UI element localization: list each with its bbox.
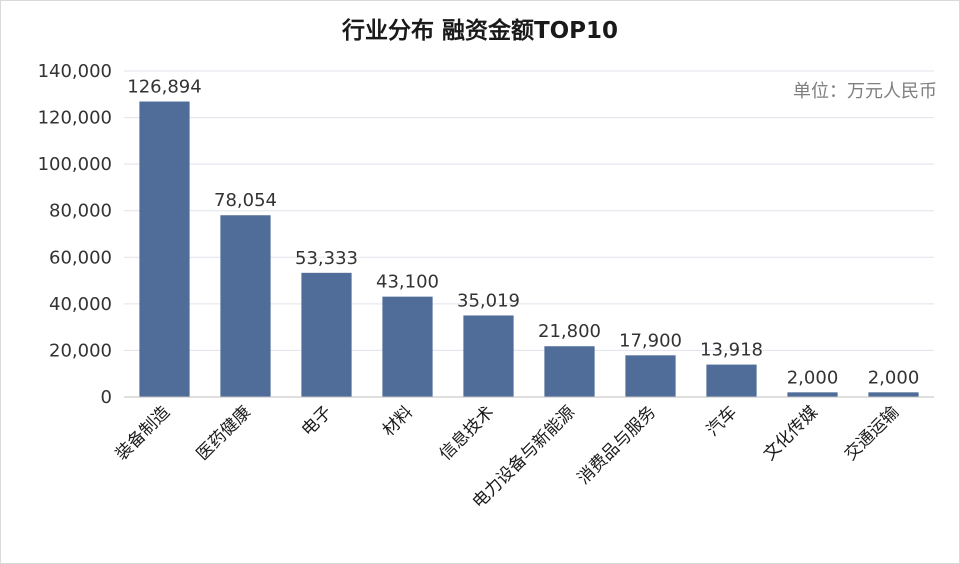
data-label: 78,054 — [214, 190, 277, 211]
bar — [463, 315, 514, 397]
axes: 0 20,000 40,000 60,000 80,000 100,000 120,000 1… — [38, 61, 934, 408]
bars — [139, 101, 919, 398]
bar — [868, 392, 919, 397]
data-label: 53,333 — [295, 248, 358, 269]
data-label: 35,019 — [457, 290, 520, 311]
category-label: 电子 — [298, 402, 336, 440]
chart-title: 行业分布 融资金额TOP10 — [341, 18, 619, 44]
bar — [706, 364, 757, 397]
category-label: 消费品与服务 — [574, 402, 660, 488]
category-label: 汽车 — [703, 402, 741, 440]
data-label: 13,918 — [700, 340, 763, 361]
bar — [220, 215, 271, 397]
y-tick-label: 60,000 — [49, 247, 112, 268]
data-label: 43,100 — [376, 272, 439, 293]
category-label: 材料 — [379, 402, 417, 440]
data-label: 2,000 — [868, 367, 920, 388]
category-label: 医药健康 — [193, 402, 255, 464]
category-label: 信息技术 — [436, 402, 498, 464]
category-label: 交通运输 — [841, 402, 903, 464]
bar — [787, 392, 838, 397]
y-tick-label: 140,000 — [38, 61, 112, 82]
y-tick-label: 20,000 — [49, 340, 112, 361]
category-label: 文化传媒 — [760, 402, 822, 464]
y-tick-label: 80,000 — [49, 201, 112, 222]
category-label: 装备制造 — [112, 402, 174, 464]
data-label: 21,800 — [538, 321, 601, 342]
y-tick-label: 120,000 — [38, 108, 112, 129]
y-tick-label: 40,000 — [49, 294, 112, 315]
bar — [625, 355, 676, 397]
bar — [544, 346, 595, 397]
bar — [301, 272, 352, 397]
data-label: 2,000 — [787, 367, 839, 388]
y-tick-label: 0 — [101, 387, 112, 408]
data-label: 126,894 — [127, 77, 201, 98]
y-tick-label: 100,000 — [38, 154, 112, 175]
bar — [382, 296, 433, 397]
unit-label: 单位：万元人民币 — [793, 81, 937, 102]
gridlines — [124, 70, 934, 351]
data-label: 17,900 — [619, 330, 682, 351]
bar — [139, 101, 190, 398]
